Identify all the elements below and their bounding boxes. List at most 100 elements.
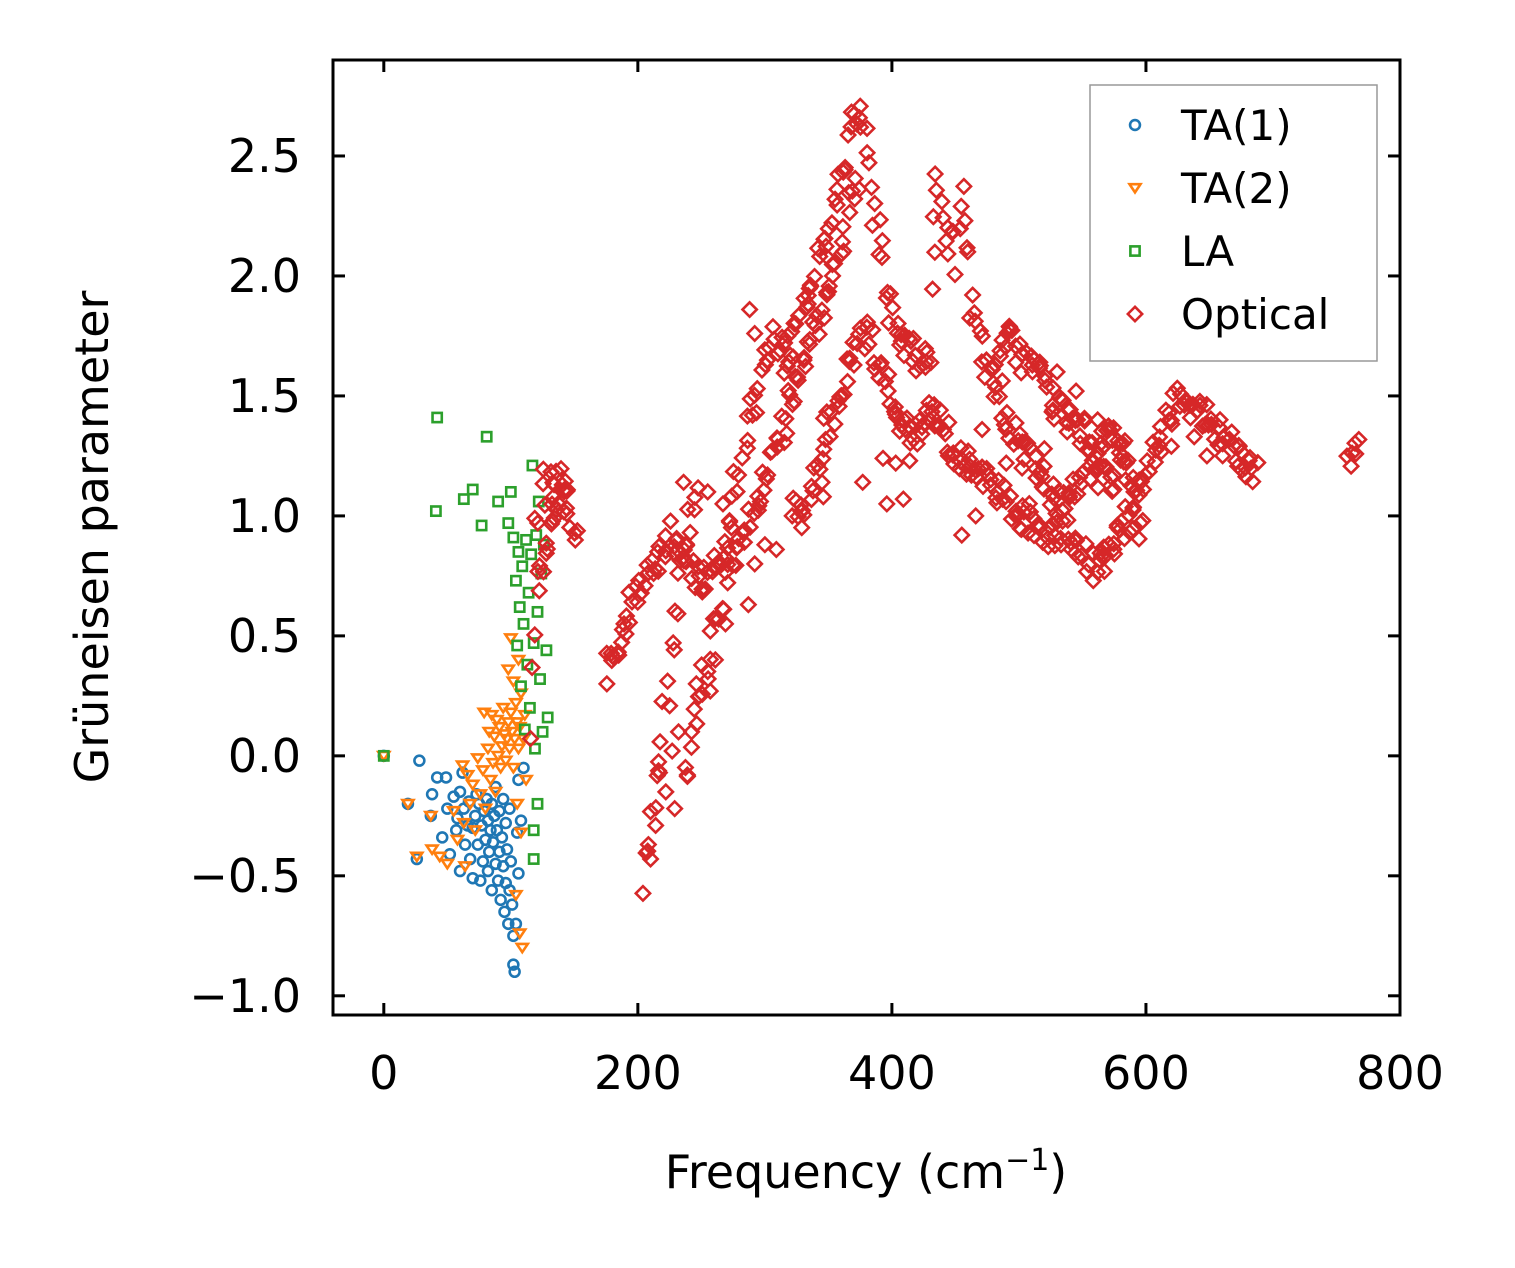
data-point-optical [931, 401, 950, 420]
data-point-optical [793, 501, 812, 520]
data-point-la [527, 824, 540, 837]
data-point-ta-1 [476, 855, 490, 868]
data-point-optical [826, 190, 845, 209]
data-point-ta-2 [408, 851, 425, 864]
data-point-ta-1 [439, 771, 453, 784]
data-point-optical [792, 518, 811, 537]
data-point-optical [785, 392, 804, 411]
legend-item-ta-2: TA(2) [1127, 164, 1292, 213]
data-point-optical [1002, 321, 1021, 340]
data-point-optical [1124, 499, 1143, 518]
data-point-optical [1185, 427, 1204, 446]
data-point-optical [832, 386, 851, 405]
data-point-ta-1 [503, 802, 516, 815]
data-point-optical [758, 351, 777, 370]
data-point-optical [656, 526, 675, 545]
data-point-optical [901, 434, 920, 452]
data-point-la [511, 639, 524, 652]
data-point-optical [1168, 379, 1187, 398]
y-tick-label: −1.0 [189, 969, 301, 1023]
data-point-optical [873, 231, 892, 250]
data-point-optical [747, 403, 766, 422]
data-point-optical [777, 424, 796, 443]
data-point-optical [678, 767, 697, 786]
data-point-ta-2 [513, 827, 529, 840]
data-point-optical [685, 700, 704, 719]
y-axis-title: Grüneisen parameter [65, 290, 119, 783]
data-point-optical [794, 505, 813, 524]
data-point-optical [997, 403, 1016, 422]
data-point-optical [765, 330, 784, 349]
data-point-optical [534, 562, 553, 581]
data-point-optical [776, 409, 795, 428]
data-point-optical [696, 579, 715, 598]
data-point-optical [1095, 562, 1114, 581]
data-point-ta-2 [510, 654, 527, 667]
data-point-optical [1243, 472, 1262, 491]
data-point-la [466, 483, 479, 496]
data-point-optical [1136, 466, 1155, 485]
data-point-la [520, 533, 532, 546]
data-point-ta-2 [439, 858, 456, 871]
data-point-optical [715, 532, 734, 551]
data-point-optical [557, 504, 576, 523]
data-point-optical [1146, 441, 1165, 460]
data-point-optical [748, 379, 767, 398]
data-point-optical [693, 685, 712, 704]
data-point-optical [955, 211, 974, 230]
data-point-optical [845, 355, 863, 374]
legend-label-ta-1: TA(1) [1180, 101, 1292, 150]
series-ta-1 [377, 749, 530, 979]
legend-item-ta-1: TA(1) [1128, 101, 1292, 150]
data-point-ta-2 [400, 798, 416, 811]
data-point-optical [754, 481, 773, 500]
data-point-ta-2 [462, 798, 479, 811]
data-point-ta-1 [458, 838, 472, 851]
legend-label-optical: Optical [1181, 290, 1329, 339]
data-point-optical [768, 438, 787, 457]
data-point-optical [828, 196, 847, 214]
data-point-la [515, 680, 527, 693]
data-point-optical [1197, 395, 1216, 414]
data-point-optical [834, 242, 853, 261]
data-point-optical [1035, 367, 1054, 386]
data-point-optical [1081, 470, 1100, 489]
data-point-la [518, 723, 531, 736]
data-point-optical [840, 203, 859, 222]
data-point-optical [530, 581, 549, 600]
data-point-ta-1 [435, 831, 449, 844]
data-point-optical [669, 722, 688, 741]
data-point-ta-1 [491, 874, 505, 887]
data-point-optical [921, 353, 940, 372]
data-point-ta-1 [514, 814, 528, 827]
data-point-optical [1049, 482, 1068, 501]
data-point-optical [1146, 453, 1165, 472]
data-point-optical [794, 351, 813, 370]
data-point-la [523, 701, 536, 714]
data-point-optical [800, 335, 819, 354]
data-point-ta-2 [511, 721, 528, 734]
data-point-optical [1026, 447, 1045, 466]
data-point-optical [958, 238, 976, 257]
data-point-optical [925, 416, 944, 435]
data-point-optical [971, 322, 990, 341]
data-point-optical [871, 210, 890, 229]
data-point-ta-2 [457, 861, 474, 873]
data-point-ta-2 [445, 805, 462, 818]
data-point-optical [822, 213, 841, 232]
data-point-optical [872, 353, 891, 372]
data-point-optical [1213, 446, 1232, 465]
data-point-optical [689, 478, 708, 497]
legend-label-ta-2: TA(2) [1180, 164, 1292, 213]
data-point-optical [763, 442, 782, 461]
data-point-optical [609, 646, 628, 665]
data-point-optical [738, 439, 757, 458]
legend-marker-la [1129, 245, 1141, 257]
axis-ticks: 0 200 400 600 800 −1.0 −0.5 0.0 0.5 1.0 1.5 2.0 2.5 [189, 60, 1444, 1100]
data-point-optical [617, 607, 636, 626]
data-point-optical [920, 393, 939, 412]
data-point-optical [1113, 434, 1132, 453]
data-point-optical [1162, 411, 1181, 430]
y-tick-label: 2.0 [228, 249, 301, 303]
data-point-ta-2 [431, 851, 448, 864]
